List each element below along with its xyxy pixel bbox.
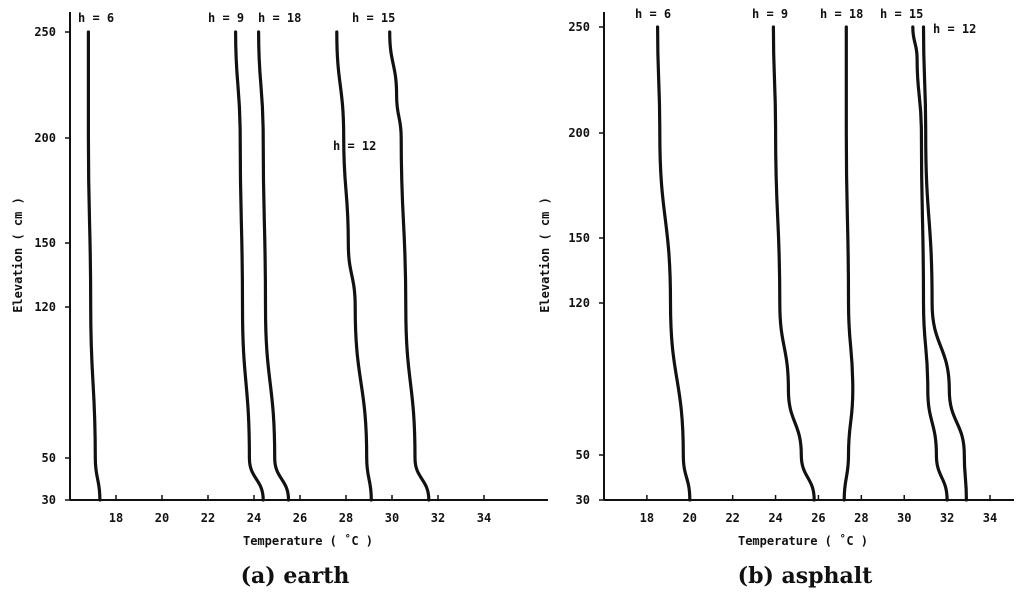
series-line-h-18 xyxy=(257,30,291,502)
x-axis-label: Temperature ( ˚C ) xyxy=(738,533,868,548)
y-tick-label: 50 xyxy=(576,448,590,462)
series-line-h-6 xyxy=(86,30,102,502)
y-tick-label: 120 xyxy=(568,296,590,310)
series-label: h = 6 xyxy=(78,11,114,25)
series-line-h-15 xyxy=(911,25,949,502)
x-tick-label: 26 xyxy=(811,511,825,525)
y-tick-label: 200 xyxy=(568,126,590,140)
series-line-h-18 xyxy=(842,25,855,502)
series-label: h = 15 xyxy=(352,11,395,25)
y-tick-label: 150 xyxy=(34,236,56,250)
y-tick-label: 200 xyxy=(34,131,56,145)
x-tick-label: 34 xyxy=(983,511,997,525)
x-tick-label: 22 xyxy=(725,511,739,525)
x-tick-label: 32 xyxy=(431,511,445,525)
x-tick-label: 18 xyxy=(109,511,123,525)
x-tick-label: 24 xyxy=(247,511,261,525)
series-label: h = 6 xyxy=(635,7,671,21)
x-tick-label: 30 xyxy=(897,511,911,525)
y-tick-label: 120 xyxy=(34,300,56,314)
series-line-h-15 xyxy=(335,30,373,502)
y-axis-label: Elevation ( cm ) xyxy=(538,197,552,313)
series-label: h = 9 xyxy=(752,7,788,21)
x-tick-label: 20 xyxy=(683,511,697,525)
x-tick-label: 22 xyxy=(201,511,215,525)
chart-panel-asphalt: Elevation ( cm ) Temperature ( ˚C ) (b) … xyxy=(538,7,1014,589)
x-tick-label: 18 xyxy=(640,511,654,525)
x-tick-label: 20 xyxy=(155,511,169,525)
panel-caption: (b) asphalt xyxy=(738,563,873,589)
panel-caption: (a) earth xyxy=(241,563,350,589)
x-tick-label: 24 xyxy=(768,511,782,525)
y-tick-label: 30 xyxy=(576,493,590,507)
x-tick-label: 30 xyxy=(385,511,399,525)
x-tick-label: 28 xyxy=(854,511,868,525)
chart-panel-earth: Elevation ( cm ) Temperature ( ˚C ) (a) … xyxy=(11,11,548,589)
x-tick-label: 34 xyxy=(477,511,491,525)
series-label: h = 18 xyxy=(820,7,863,21)
series-line-h-12 xyxy=(921,25,968,502)
y-tick-label: 50 xyxy=(42,451,56,465)
series-label: h = 12 xyxy=(333,139,376,153)
y-tick-label: 30 xyxy=(42,493,56,507)
y-tick-label: 150 xyxy=(568,231,590,245)
y-tick-label: 250 xyxy=(568,20,590,34)
x-tick-label: 32 xyxy=(940,511,954,525)
series-label: h = 18 xyxy=(258,11,301,25)
series-line-h-9 xyxy=(234,30,265,502)
x-tick-label: 28 xyxy=(339,511,353,525)
series-label: h = 12 xyxy=(933,22,976,36)
x-axis-label: Temperature ( ˚C ) xyxy=(243,533,373,548)
y-axis-label: Elevation ( cm ) xyxy=(11,197,25,313)
series-line-h-9 xyxy=(771,25,816,502)
series-line-h-12 xyxy=(388,30,431,502)
x-tick-label: 26 xyxy=(293,511,307,525)
series-line-h-6 xyxy=(656,25,692,502)
y-tick-label: 250 xyxy=(34,25,56,39)
series-label: h = 15 xyxy=(880,7,923,21)
series-label: h = 9 xyxy=(208,11,244,25)
